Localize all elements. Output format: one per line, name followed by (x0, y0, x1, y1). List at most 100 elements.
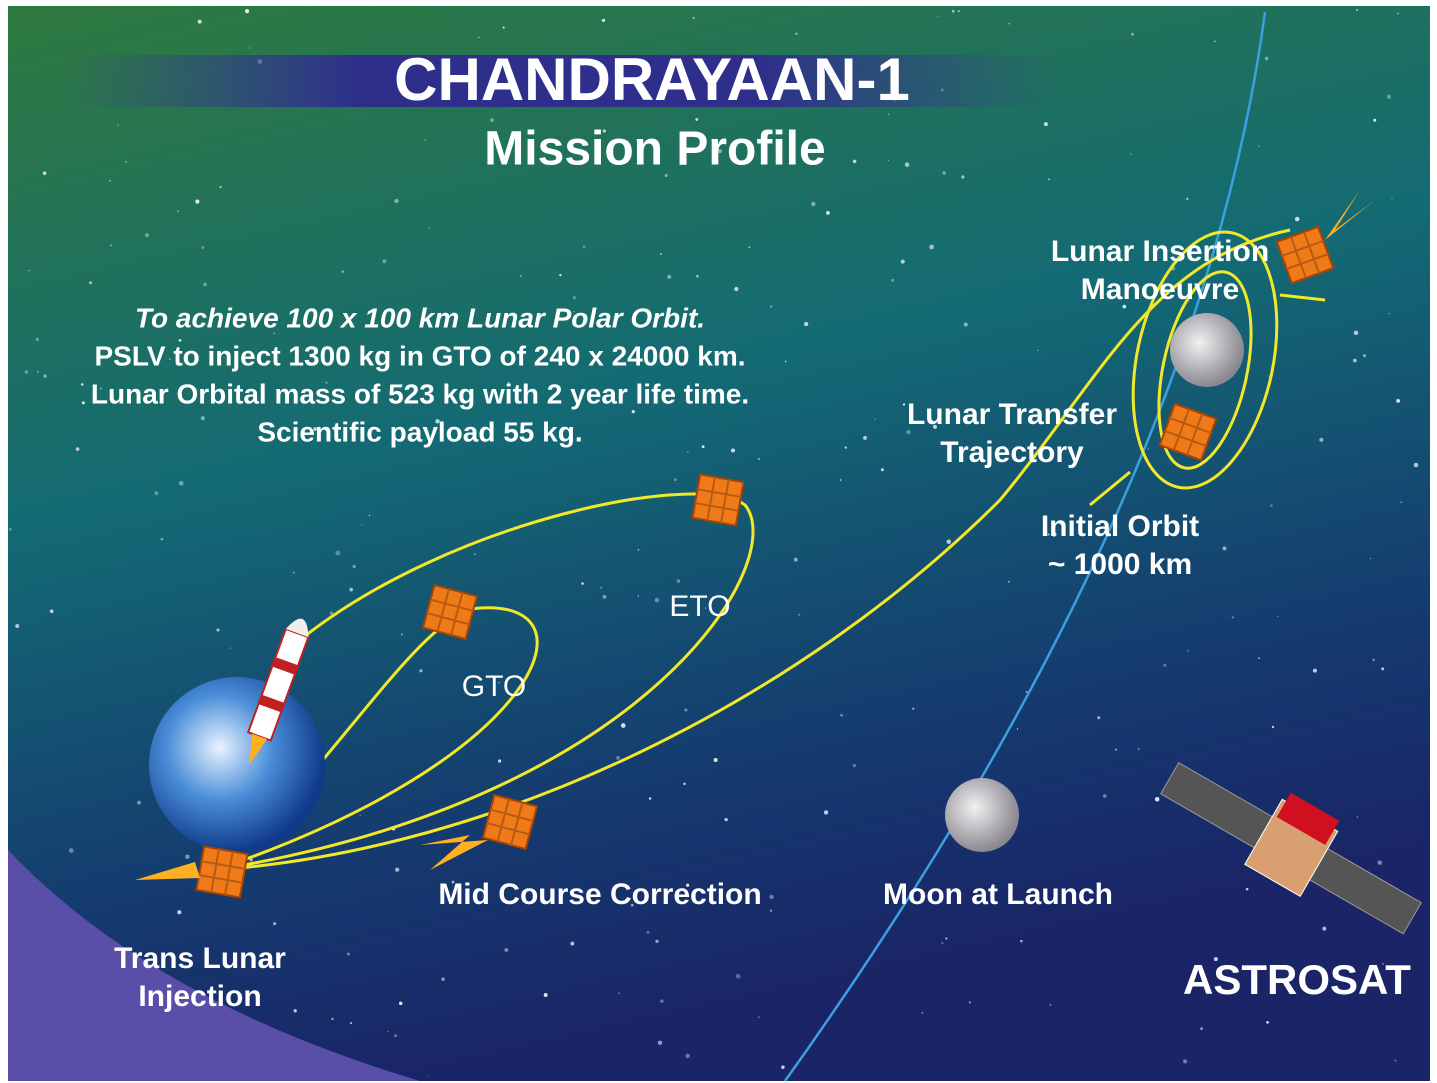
star (840, 714, 843, 717)
moon-at-launch (945, 778, 1019, 852)
star (570, 942, 574, 946)
star (395, 868, 399, 872)
star (394, 199, 398, 203)
star (811, 202, 815, 206)
star (1155, 797, 1160, 802)
star (702, 445, 705, 448)
star (137, 801, 141, 805)
star (618, 992, 620, 994)
star (798, 614, 800, 616)
label: Initial Orbit (1041, 510, 1199, 543)
star (388, 1031, 389, 1032)
star (1222, 546, 1226, 550)
star (685, 1054, 689, 1058)
star (891, 279, 894, 282)
star (795, 33, 797, 35)
star (942, 171, 946, 175)
star (1391, 197, 1393, 199)
moon (1170, 313, 1244, 387)
star (1397, 13, 1399, 15)
star (660, 999, 664, 1003)
star (1037, 350, 1038, 351)
star (937, 16, 938, 17)
star (1186, 198, 1188, 200)
star (1313, 669, 1317, 673)
star (82, 401, 85, 404)
title: CHANDRAYAAN-1 (394, 46, 910, 113)
star (853, 764, 856, 767)
star (1020, 940, 1022, 942)
star (474, 553, 475, 554)
subtitle: Mission Profile (484, 123, 825, 176)
star (1097, 716, 1100, 719)
star (603, 595, 607, 599)
star (335, 551, 340, 556)
summary-line: Scientific payload 55 kg. (257, 416, 582, 447)
star (1414, 463, 1419, 468)
star (658, 1041, 662, 1045)
star (28, 270, 30, 272)
star (969, 1001, 971, 1003)
star (1272, 726, 1274, 728)
star (125, 161, 127, 163)
star (76, 447, 80, 451)
star (25, 370, 29, 374)
star (353, 565, 356, 568)
star (912, 708, 914, 710)
star (520, 275, 522, 277)
star (696, 275, 699, 278)
star (1115, 749, 1117, 751)
star (230, 647, 232, 649)
star (881, 468, 884, 471)
star (1357, 816, 1359, 818)
star (1387, 95, 1391, 99)
star (677, 579, 681, 583)
star (293, 571, 295, 573)
star (581, 582, 584, 585)
star (1265, 57, 1269, 61)
star (655, 598, 659, 602)
star (632, 410, 635, 413)
star (89, 281, 92, 284)
star (401, 634, 403, 636)
star (903, 403, 905, 405)
star (874, 418, 876, 420)
star (425, 139, 427, 141)
star (1396, 399, 1400, 403)
star (731, 448, 735, 452)
star (714, 758, 718, 762)
star (9, 528, 12, 531)
star (725, 818, 728, 821)
star (1295, 217, 1300, 222)
star (693, 17, 695, 19)
star (504, 948, 508, 952)
star (349, 588, 353, 592)
star (1353, 359, 1357, 363)
star (43, 171, 47, 175)
star (621, 723, 626, 728)
star (1258, 657, 1260, 659)
star (1008, 23, 1010, 25)
star (1214, 41, 1215, 42)
star (419, 669, 422, 672)
star (602, 19, 605, 22)
star (427, 1076, 428, 1077)
star (901, 260, 905, 264)
star (50, 609, 54, 613)
star (905, 162, 909, 166)
star (1363, 354, 1366, 357)
star (1048, 179, 1050, 181)
star (347, 953, 350, 956)
star (81, 383, 83, 385)
label: Trans Lunar (114, 942, 286, 975)
star (770, 910, 772, 912)
star (1131, 33, 1134, 36)
star (964, 323, 968, 327)
star (179, 481, 184, 486)
star (216, 628, 219, 631)
star (961, 175, 964, 178)
label: ASTROSAT (1183, 956, 1411, 1003)
star (1377, 860, 1382, 865)
star (177, 910, 181, 914)
star (359, 815, 361, 817)
